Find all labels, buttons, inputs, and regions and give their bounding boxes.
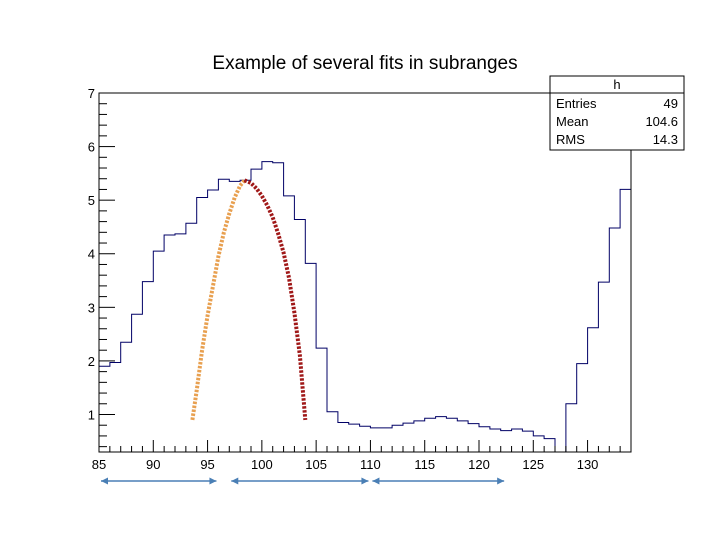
x-axis: 85 90 95 100 105 110 115 120 125 130 <box>92 440 632 472</box>
y-tick-label: 6 <box>88 140 95 155</box>
x-tick-label: 120 <box>468 457 490 472</box>
fit-curve-1 <box>190 179 247 421</box>
stats-box: h Entries 49 Mean 104.6 RMS 14.3 <box>549 75 685 151</box>
range-arrow-1 <box>101 477 217 485</box>
x-tick-label: 110 <box>360 457 381 472</box>
x-tick-label: 125 <box>522 457 544 472</box>
y-tick-label: 3 <box>88 300 95 315</box>
x-tick-label: 90 <box>146 457 160 472</box>
stats-box-name: h <box>613 77 620 92</box>
y-tick-label: 7 <box>88 86 95 101</box>
stats-entries-value: 49 <box>664 96 678 111</box>
chart-title: Example of several fits in subranges <box>212 53 517 74</box>
fit-curve-2 <box>243 178 308 421</box>
stats-box-frame <box>549 75 685 151</box>
histogram-layer <box>99 161 631 453</box>
y-axis: 1 2 3 4 5 6 7 <box>88 86 115 448</box>
y-tick-label: 4 <box>88 247 95 262</box>
stats-mean-label: Mean <box>556 114 589 129</box>
y-tick-label: 5 <box>88 193 95 208</box>
range-arrow-2 <box>231 477 369 485</box>
stats-entries-label: Entries <box>556 96 597 111</box>
x-tick-label: 130 <box>577 457 599 472</box>
y-tick-label: 2 <box>88 354 95 369</box>
x-tick-label: 85 <box>92 457 106 472</box>
stats-mean-value: 104.6 <box>645 114 678 129</box>
x-tick-label: 95 <box>200 457 214 472</box>
x-tick-label: 105 <box>305 457 327 472</box>
range-arrow-3 <box>372 477 505 485</box>
fit-layer <box>190 178 308 421</box>
y-tick-label: 1 <box>88 407 95 422</box>
histogram-outline <box>99 161 631 453</box>
x-tick-label: 100 <box>251 457 273 472</box>
stats-rms-value: 14.3 <box>653 132 678 147</box>
range-arrows <box>101 477 505 485</box>
plot-frame <box>98 92 632 453</box>
x-tick-label: 115 <box>414 457 435 472</box>
stats-rms-label: RMS <box>556 132 585 147</box>
